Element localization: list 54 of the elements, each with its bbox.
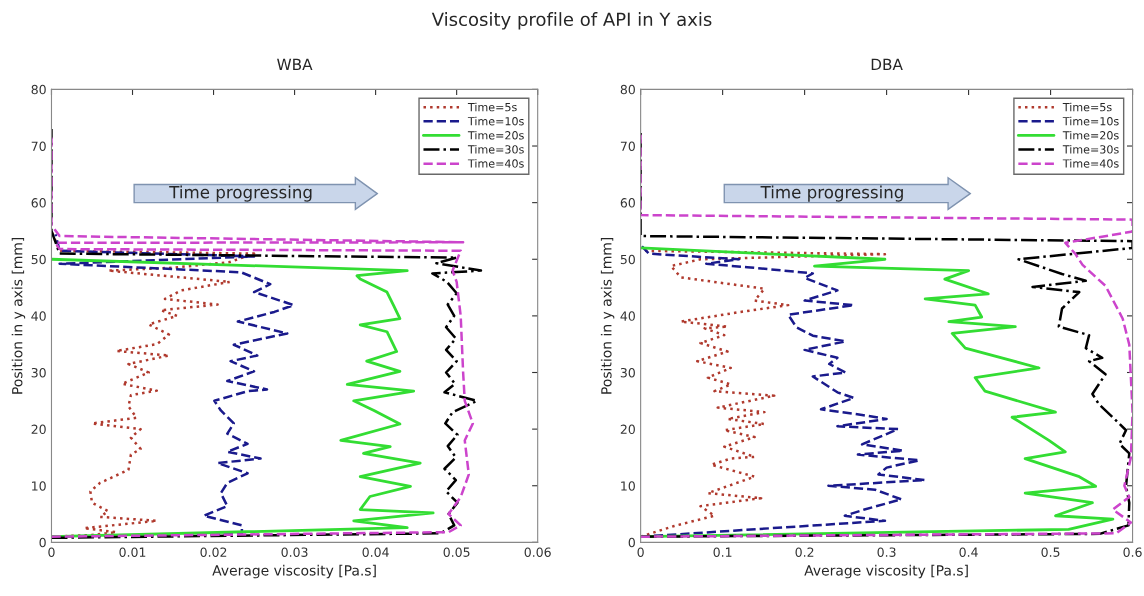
legend-label: Time=5s bbox=[467, 102, 517, 112]
y-tick-label: 50 bbox=[31, 254, 46, 265]
x-tick-label: 0.5 bbox=[1041, 547, 1060, 557]
x-tick-label: 0.02 bbox=[200, 547, 227, 557]
x-tick-label: 0.06 bbox=[524, 547, 551, 557]
chart-title: DBA bbox=[871, 58, 903, 70]
chart-title: WBA bbox=[277, 58, 313, 70]
y-tick-label: 80 bbox=[31, 84, 46, 95]
y-tick-label: 40 bbox=[620, 311, 635, 321]
legend-label: Time=10s bbox=[1062, 116, 1119, 126]
text: Viscosity profile of API in Y axis bbox=[431, 12, 712, 30]
annotation: Time progressing bbox=[760, 185, 903, 202]
x-axis-title: Average viscosity [Pa.s] bbox=[212, 564, 376, 579]
line-series bbox=[640, 246, 1115, 539]
x-tick-label: 0 bbox=[48, 547, 55, 557]
legend-label: Time=10s bbox=[467, 116, 524, 126]
x-tick-label: 0.01 bbox=[119, 547, 146, 557]
y-tick-label: 40 bbox=[31, 311, 46, 321]
x-tick-label: 0.03 bbox=[281, 547, 308, 557]
x-tick-label: 0 bbox=[637, 547, 644, 557]
y-tick-label: 0 bbox=[628, 537, 635, 548]
y-tick-label: 20 bbox=[31, 424, 46, 435]
y-tick-label: 80 bbox=[620, 84, 635, 95]
legend-label: Time=20s bbox=[467, 130, 524, 140]
legend-label: Time=40s bbox=[1062, 159, 1119, 168]
x-axis-title: Average viscosity [Pa.s] bbox=[804, 564, 968, 579]
y-tick-label: 60 bbox=[31, 198, 46, 208]
x-tick-label: 0.6 bbox=[1123, 547, 1142, 557]
y-axis-title: Position in y axis [mm] bbox=[11, 237, 26, 394]
y-tick-label: 20 bbox=[620, 424, 635, 435]
y-tick-label: 0 bbox=[39, 537, 46, 548]
x-tick-label: 0.05 bbox=[443, 547, 470, 557]
y-tick-label: 70 bbox=[620, 141, 635, 151]
legend-label: Time=20s bbox=[1062, 130, 1119, 140]
y-tick-label: 10 bbox=[32, 481, 46, 491]
y-tick-label: 50 bbox=[620, 254, 635, 265]
y-axis-title: Position in y axis [mm] bbox=[600, 237, 615, 394]
y-tick-label: 10 bbox=[621, 481, 635, 491]
line-series bbox=[640, 243, 927, 538]
x-tick-label: 0.1 bbox=[713, 547, 732, 557]
x-tick-label: 0.4 bbox=[959, 547, 978, 557]
legend-label: Time=30s bbox=[467, 144, 524, 154]
y-tick-label: 70 bbox=[31, 141, 46, 151]
y-tick-label: 30 bbox=[620, 367, 635, 378]
annotation: Time progressing bbox=[169, 185, 312, 202]
x-tick-label: 0.2 bbox=[795, 547, 814, 557]
legend-label: Time=40s bbox=[467, 159, 524, 168]
y-tick-label: 30 bbox=[31, 367, 46, 378]
x-tick-label: 0.04 bbox=[362, 547, 389, 557]
x-tick-label: 0.3 bbox=[877, 547, 896, 557]
legend-label: Time=30s bbox=[1062, 144, 1119, 154]
y-tick-label: 60 bbox=[620, 198, 635, 208]
legend-label: Time=5s bbox=[1062, 102, 1112, 112]
line-series bbox=[51, 257, 435, 539]
